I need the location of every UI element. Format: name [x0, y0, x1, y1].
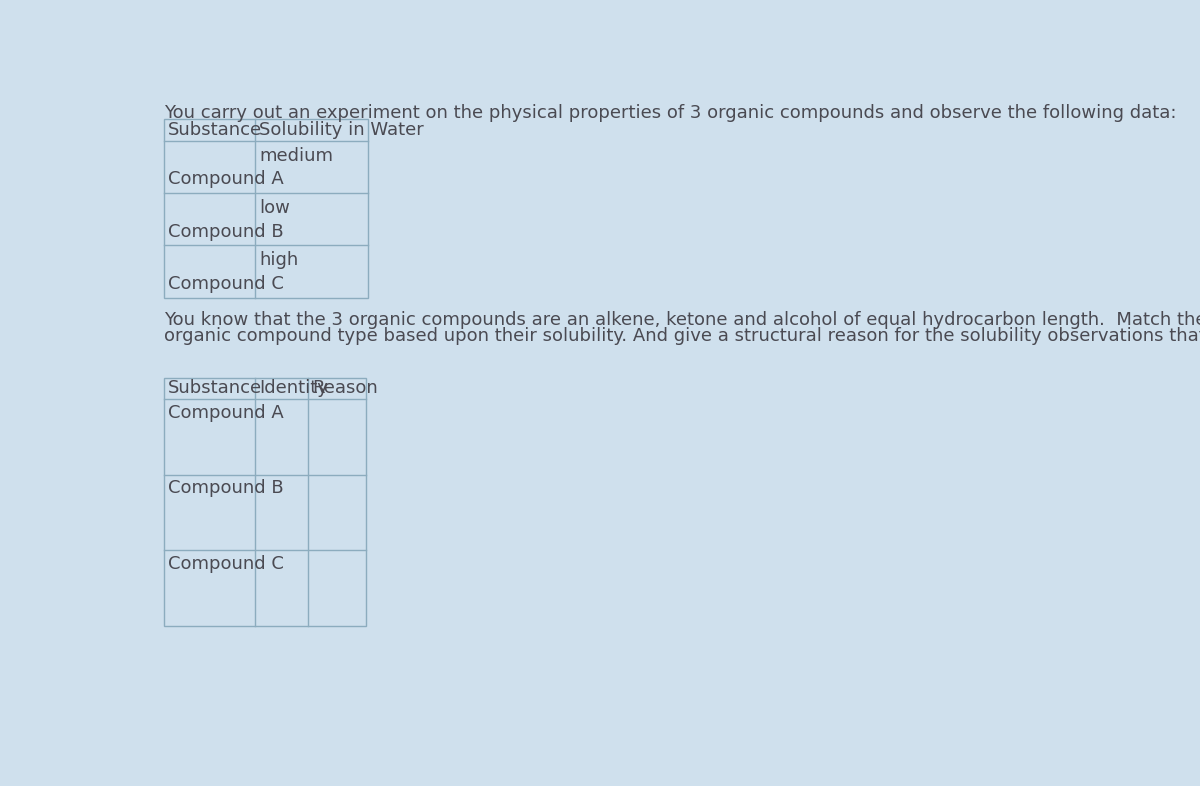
- Text: Substance: Substance: [168, 380, 262, 398]
- Text: high: high: [259, 252, 299, 270]
- Text: Compound C: Compound C: [168, 275, 283, 293]
- Text: Compound B: Compound B: [168, 479, 283, 498]
- Text: medium: medium: [259, 147, 334, 165]
- Text: Compound B: Compound B: [168, 222, 283, 241]
- Text: Reason: Reason: [312, 380, 378, 398]
- Text: Identity: Identity: [259, 380, 328, 398]
- Text: You know that the 3 organic compounds are an alkene, ketone and alcohol of equal: You know that the 3 organic compounds ar…: [164, 311, 1200, 329]
- Text: Compound A: Compound A: [168, 404, 283, 422]
- Text: Substance: Substance: [168, 121, 262, 139]
- Text: Compound C: Compound C: [168, 555, 283, 573]
- Text: You carry out an experiment on the physical properties of 3 organic compounds an: You carry out an experiment on the physi…: [164, 104, 1176, 122]
- Text: low: low: [259, 199, 290, 217]
- Bar: [164, 378, 366, 626]
- Text: Solubility in Water: Solubility in Water: [259, 121, 424, 139]
- Text: organic compound type based upon their solubility. And give a structural reason : organic compound type based upon their s…: [164, 327, 1200, 345]
- Bar: [164, 119, 367, 298]
- Text: Compound A: Compound A: [168, 171, 283, 189]
